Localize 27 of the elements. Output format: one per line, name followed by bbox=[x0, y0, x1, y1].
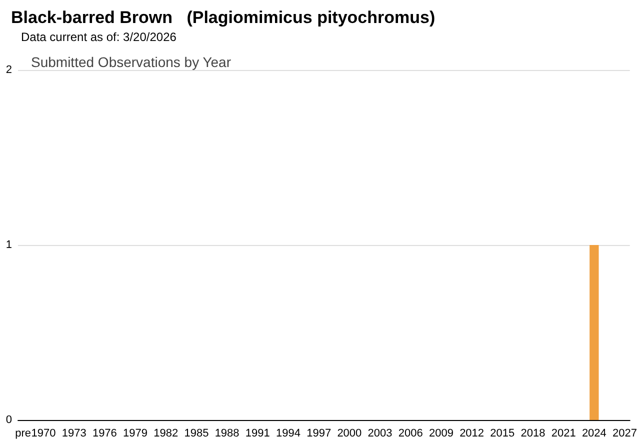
y-tick-label: 1 bbox=[6, 239, 12, 251]
x-tick-label: 2012 bbox=[460, 428, 484, 440]
text: Submitted Observations by Year bbox=[31, 54, 232, 70]
x-tick-label: 2009 bbox=[428, 428, 454, 440]
x-tick-label: 1982 bbox=[154, 428, 178, 440]
x-tick-label: 2006 bbox=[398, 428, 423, 440]
x-tick-label: 2021 bbox=[551, 428, 576, 440]
chart-subtitle: Data current as of: 3/20/2026 bbox=[21, 30, 177, 44]
y-tick-label: 2 bbox=[6, 64, 12, 76]
x-tick-label: 1979 bbox=[123, 428, 148, 440]
chart-title: Black-barred Brown (Plagiomimicus pityochromus) bbox=[11, 8, 436, 27]
y-tick-label: 0 bbox=[6, 414, 12, 426]
x-tick-label: 1988 bbox=[214, 428, 240, 440]
x-tick-label: 1991 bbox=[245, 428, 270, 440]
x-tick-label: 2024 bbox=[582, 428, 606, 440]
x-tick-label: 1970 bbox=[31, 428, 56, 440]
x-tick-label: 1973 bbox=[62, 428, 86, 440]
x-tick-label: 1976 bbox=[92, 428, 117, 440]
x-tick-label: 2003 bbox=[368, 428, 392, 440]
x-tick-label: 2027 bbox=[612, 428, 638, 440]
x-tick-label: 2000 bbox=[337, 428, 362, 440]
x-tick-label: 1994 bbox=[276, 428, 300, 440]
x-tick-label: 1997 bbox=[306, 428, 332, 440]
x-tick-label: pre bbox=[15, 428, 32, 440]
x-tick-label: 1985 bbox=[184, 428, 209, 440]
x-tick-label: 2018 bbox=[520, 428, 546, 440]
x-tick-label: 2015 bbox=[490, 428, 515, 440]
